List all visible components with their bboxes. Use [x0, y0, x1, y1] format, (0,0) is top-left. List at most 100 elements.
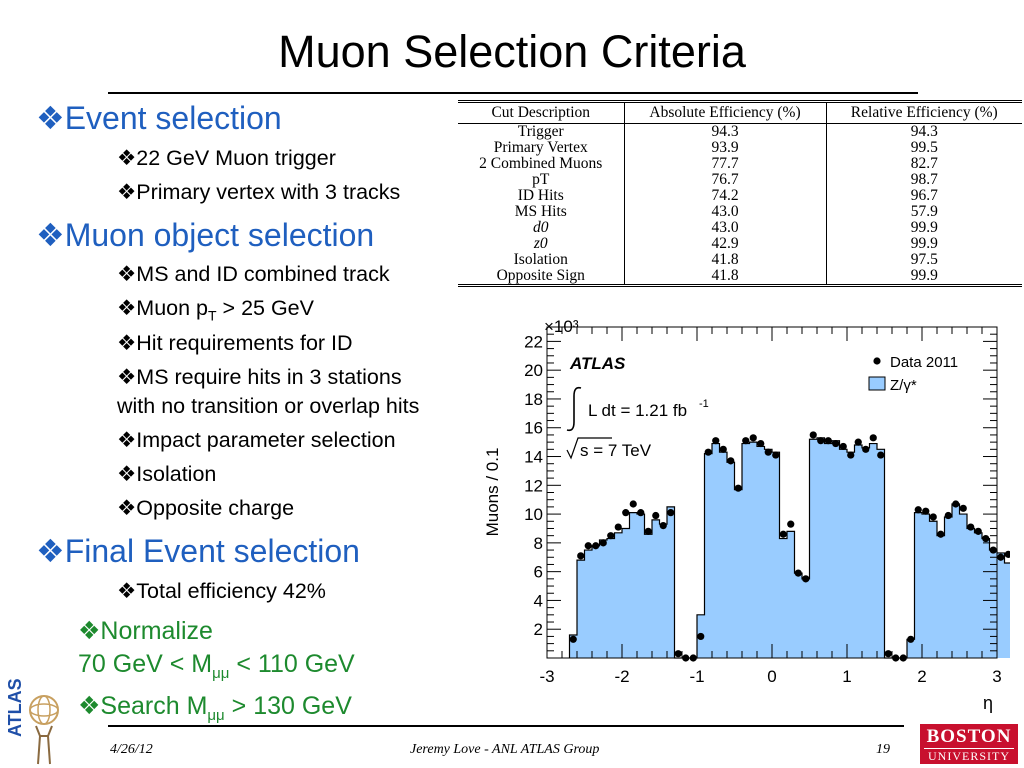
bullet-ms-hits-continued: with no transition or overlap hits	[117, 394, 420, 418]
boston-university-logo: BOSTON UNIVERSITY	[920, 724, 1018, 764]
data-point	[997, 553, 1005, 561]
relative-efficiency-cell: 98.7	[910, 171, 938, 188]
atlas-label: ATLAS	[569, 354, 626, 373]
data-point	[824, 437, 832, 445]
mc-bar	[952, 504, 960, 658]
table-header-cell: Relative Efficiency (%)	[826, 101, 1022, 124]
mc-bar	[997, 552, 1005, 658]
absolute-efficiency-cell: 42.9	[624, 236, 827, 252]
mc-bar	[599, 539, 607, 658]
energy-label: s = 7 TeV	[580, 441, 652, 460]
data-point	[727, 457, 735, 465]
data-point	[982, 534, 990, 543]
relative-efficiency-cell: 94.3	[910, 123, 938, 140]
legend-mc-label: Z/γ*	[890, 377, 917, 394]
data-point	[772, 451, 780, 459]
data-point	[614, 523, 622, 531]
diamond-bullet-icon: ❖	[117, 296, 137, 321]
bullet-combined-track: ❖MS and ID combined track	[117, 262, 390, 287]
mc-bar	[644, 534, 652, 658]
mc-bar	[712, 443, 720, 658]
diamond-bullet-icon: ❖	[117, 496, 137, 521]
bullet-opposite-charge: ❖Opposite charge	[117, 496, 295, 521]
y-tick-label: 4	[534, 591, 543, 610]
bullet-isolation: ❖Isolation	[117, 462, 217, 487]
bullet-hit-requirements: ❖Hit requirements for ID	[117, 331, 353, 356]
diamond-bullet-icon: ❖	[117, 331, 137, 356]
data-point	[577, 552, 585, 560]
cut-name-cell: pT	[458, 172, 625, 188]
mc-bar	[667, 506, 675, 658]
data-point	[712, 437, 720, 445]
table-row: ID Hits 74.2 96.7	[458, 188, 1022, 204]
data-point	[937, 530, 945, 538]
mc-bar	[989, 550, 997, 658]
absolute-efficiency-cell: 94.3	[624, 123, 827, 140]
data-point	[1004, 550, 1010, 558]
data-point	[862, 445, 870, 453]
diamond-bullet-icon: ❖	[117, 365, 137, 390]
diamond-bullet-icon: ❖	[117, 462, 137, 487]
mc-bar	[862, 447, 870, 658]
mc-bar	[607, 538, 615, 658]
bullet-trigger: ❖22 GeV Muon trigger	[117, 146, 336, 171]
data-point	[907, 635, 915, 643]
cut-name-cell: d0	[458, 220, 625, 236]
x-tick-label: -1	[689, 667, 704, 686]
table-header-cell: Absolute Efficiency (%)	[624, 101, 827, 124]
absolute-efficiency-cell: 93.9	[624, 140, 827, 156]
mc-bar	[622, 528, 630, 658]
cut-name-cell: MS Hits	[458, 204, 625, 220]
mc-bar	[742, 443, 750, 658]
mc-bar	[1004, 563, 1010, 658]
mc-bar	[944, 516, 952, 658]
mc-bar	[809, 439, 817, 658]
bullet-muon-object: ❖Muon object selection	[36, 216, 375, 254]
mc-bar	[929, 521, 937, 658]
table-row: d0 43.0 99.9	[458, 220, 1022, 236]
cut-name-cell: ID Hits	[458, 188, 625, 204]
data-point	[929, 513, 937, 521]
data-point	[629, 500, 637, 508]
relative-efficiency-cell: 97.5	[910, 251, 938, 268]
relative-efficiency-cell: 99.9	[910, 267, 938, 284]
luminosity-exponent: -1	[699, 398, 709, 410]
diamond-bullet-icon: ❖	[117, 428, 137, 453]
mc-bar	[637, 514, 645, 658]
absolute-efficiency-cell: 41.8	[624, 252, 827, 268]
mc-bar	[764, 449, 772, 658]
absolute-efficiency-cell: 41.8	[624, 268, 827, 286]
y-tick-label: 16	[524, 419, 543, 438]
table-row: 2 Combined Muons 77.7 82.7	[458, 156, 1022, 172]
x-tick-label: -2	[614, 667, 629, 686]
data-point	[569, 635, 577, 643]
data-point	[794, 569, 802, 577]
y-tick-label: 18	[524, 390, 543, 409]
data-point	[704, 448, 712, 456]
mc-bar	[577, 560, 585, 658]
diamond-bullet-icon: ❖	[117, 180, 137, 205]
mc-bar	[817, 437, 825, 658]
relative-efficiency-cell: 82.7	[910, 155, 938, 172]
data-point	[622, 509, 630, 517]
y-multiplier-label: ×10³	[544, 317, 579, 336]
data-point	[599, 539, 607, 547]
table-header-cell: Cut Description	[458, 101, 625, 124]
y-tick-label: 10	[524, 505, 543, 524]
data-point	[779, 530, 787, 538]
mc-bar	[959, 514, 967, 658]
data-point	[787, 520, 795, 528]
bullet-vertex: ❖Primary vertex with 3 tracks	[117, 180, 401, 205]
table-row: Opposite Sign 41.8 99.9	[458, 268, 1022, 286]
y-tick-label: 12	[524, 476, 543, 495]
diamond-bullet-icon: ❖	[117, 146, 137, 171]
data-point	[914, 506, 922, 514]
data-point	[719, 445, 727, 453]
bullet-search: ❖Search Mμμ > 130 GeV	[78, 691, 352, 724]
mc-bar	[854, 445, 862, 658]
cut-name-cell: 2 Combined Muons	[458, 156, 625, 172]
table-row: MS Hits 43.0 57.9	[458, 204, 1022, 220]
data-point	[884, 650, 892, 658]
y-tick-label: 8	[534, 534, 543, 553]
x-tick-label: 3	[992, 667, 1001, 686]
